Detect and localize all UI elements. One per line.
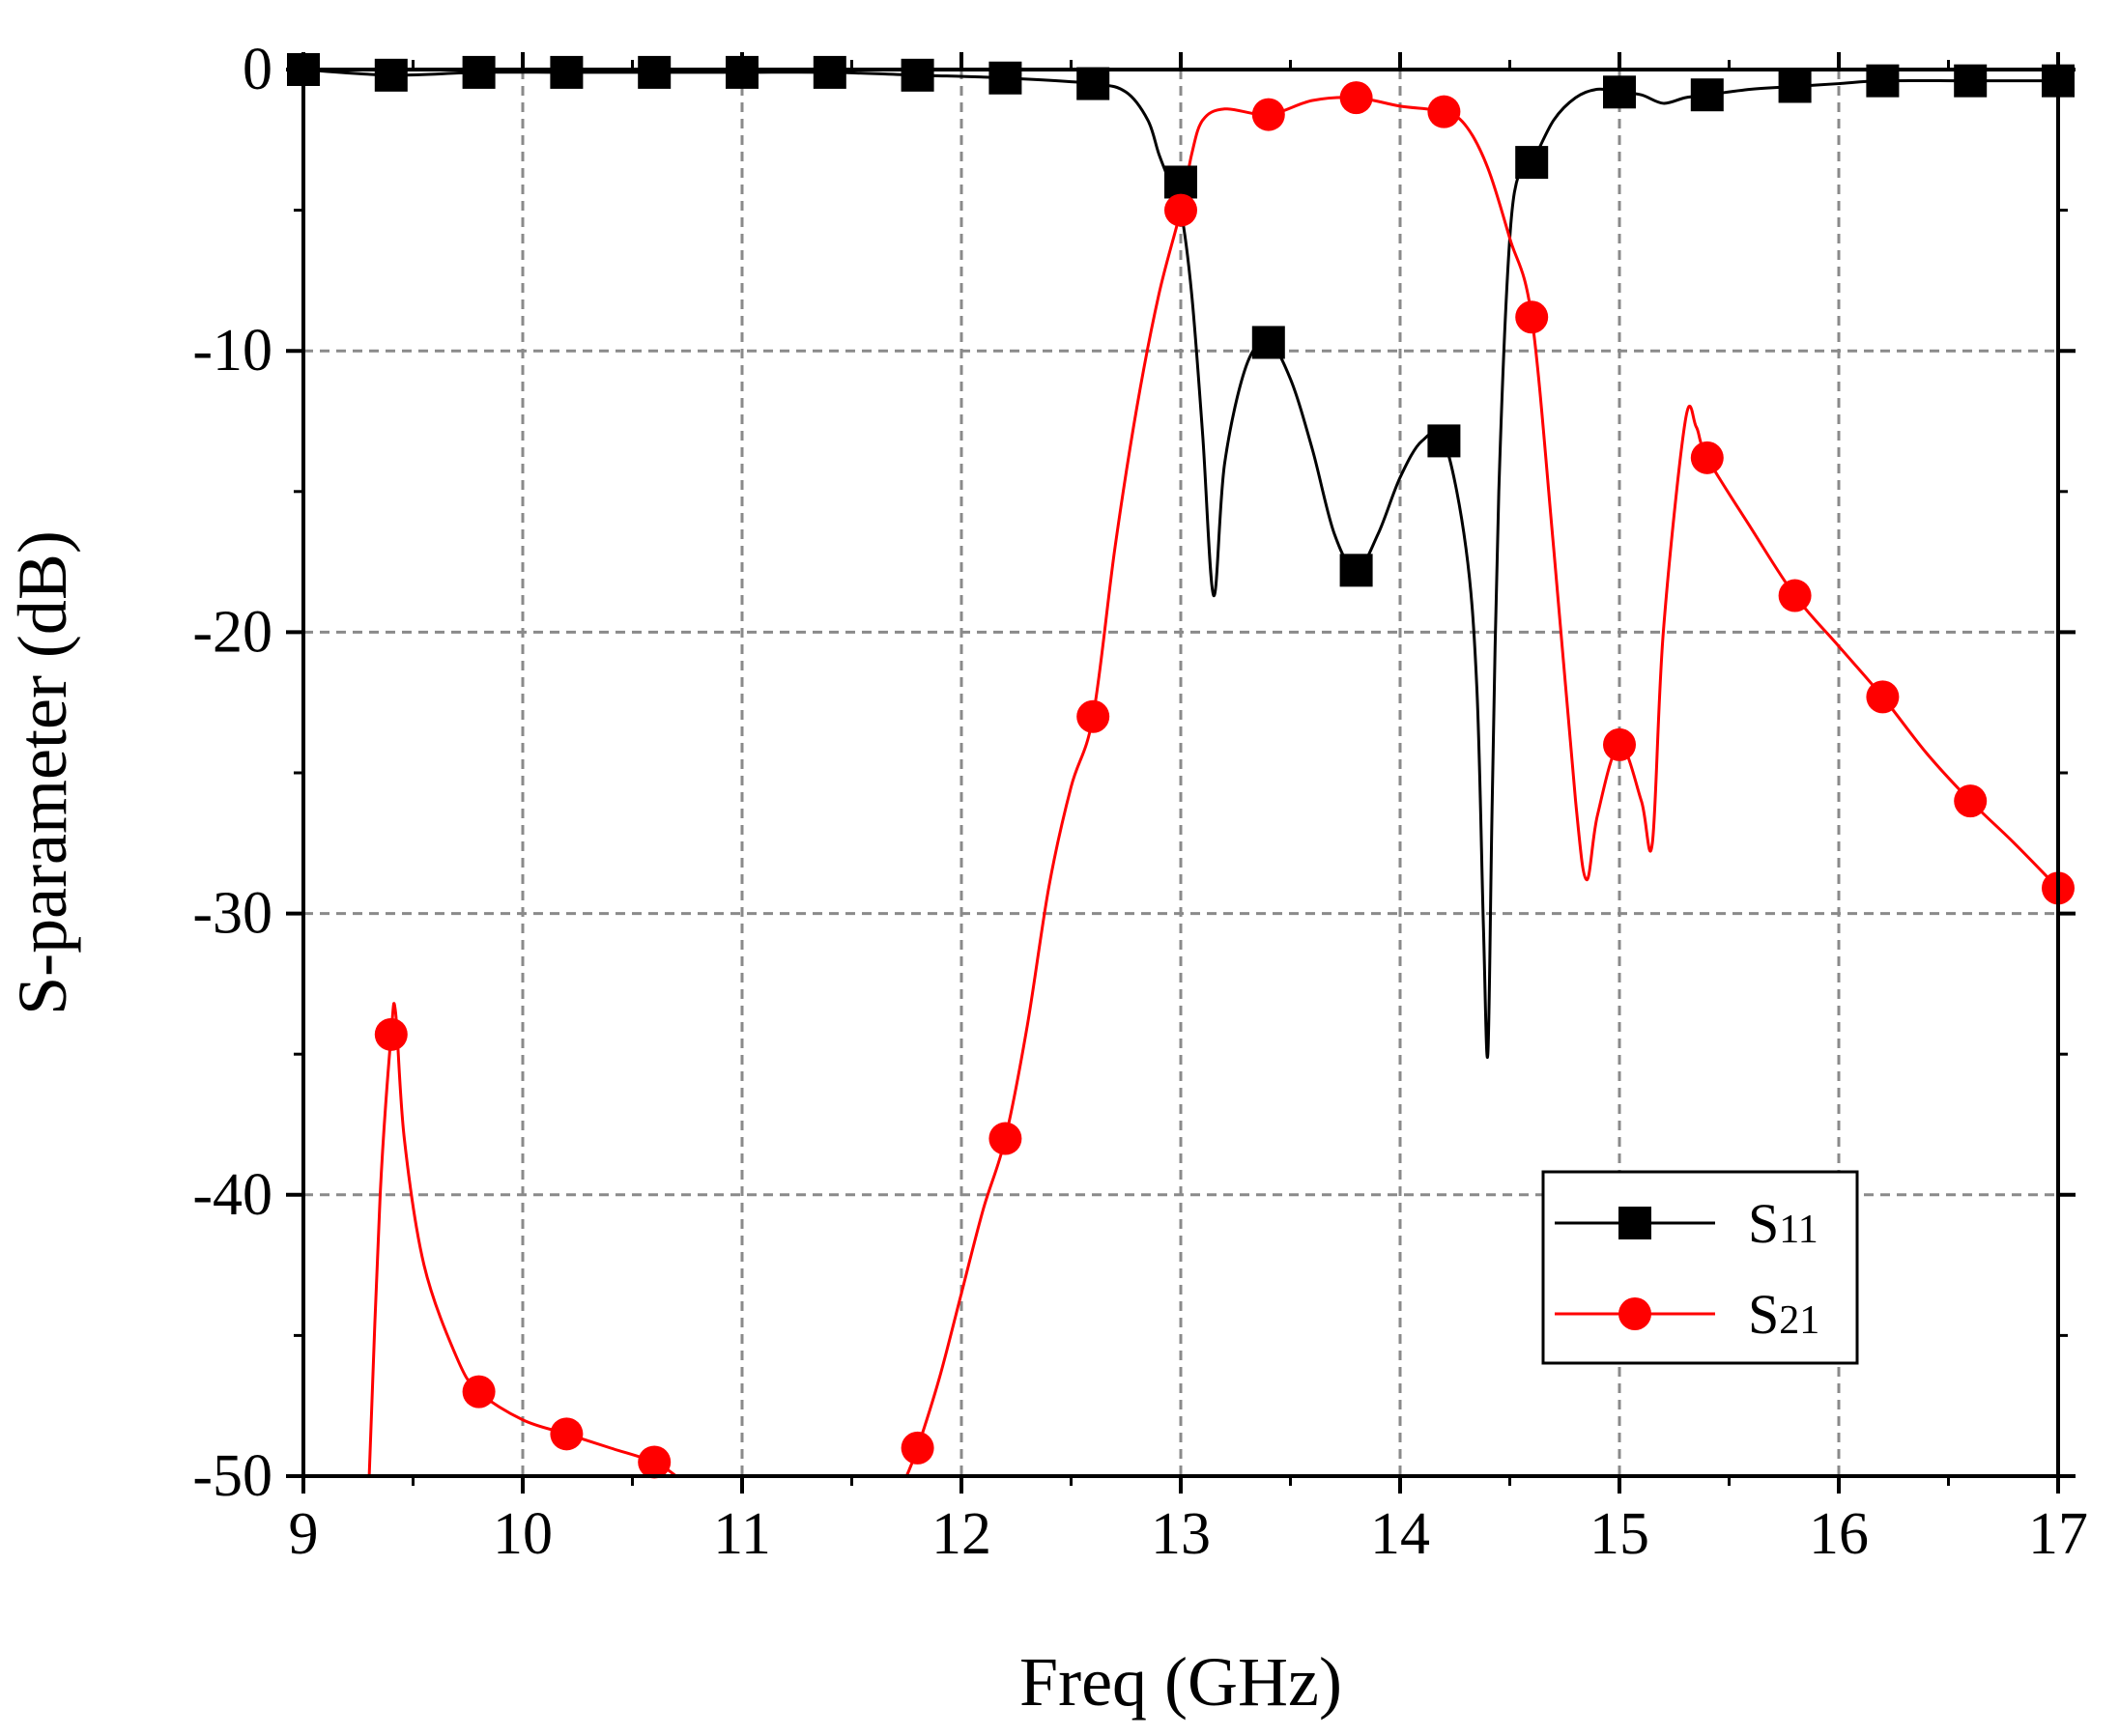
s11-marker bbox=[813, 55, 846, 89]
x-tick-label: 9 bbox=[289, 1501, 319, 1567]
s11-marker bbox=[550, 55, 584, 89]
s11-marker bbox=[1339, 554, 1373, 587]
s21-marker bbox=[988, 1122, 1022, 1155]
x-tick-label: 13 bbox=[1151, 1501, 1211, 1567]
s11-marker bbox=[638, 55, 672, 89]
y-tick-label: -40 bbox=[192, 1162, 272, 1228]
s11-marker bbox=[1515, 146, 1549, 180]
s11-legend-label-base: S bbox=[1748, 1192, 1779, 1255]
s21-legend-label: S21 bbox=[1748, 1283, 1819, 1346]
y-axis-title: S-parameter (dB) bbox=[4, 530, 81, 1015]
s21-line bbox=[367, 1002, 677, 1476]
s11-marker bbox=[1427, 424, 1461, 458]
s21-marker bbox=[1251, 98, 1285, 131]
y-tick-label: 0 bbox=[243, 37, 272, 102]
s21-marker bbox=[1603, 727, 1636, 761]
y-tick-label: -20 bbox=[192, 599, 272, 665]
s11-marker bbox=[1076, 67, 1110, 100]
s21-marker bbox=[550, 1417, 584, 1451]
s11-marker bbox=[374, 58, 408, 92]
s21-marker bbox=[1164, 193, 1197, 227]
s21-marker bbox=[638, 1445, 672, 1479]
x-tick-label: 11 bbox=[713, 1501, 771, 1567]
s11-legend-label-subscript: 11 bbox=[1779, 1208, 1818, 1252]
s21-marker bbox=[1778, 579, 1812, 612]
s11-legend-marker bbox=[1618, 1207, 1651, 1239]
x-tick-label: 16 bbox=[1809, 1501, 1869, 1567]
x-tick-label: 15 bbox=[1589, 1501, 1649, 1567]
s21-marker bbox=[1515, 300, 1549, 334]
s11-marker bbox=[988, 61, 1022, 95]
s21-legend-label-subscript: 21 bbox=[1779, 1298, 1819, 1343]
s21-marker bbox=[1954, 784, 1988, 818]
y-tick-label: -50 bbox=[192, 1443, 272, 1509]
x-tick-label: 12 bbox=[931, 1501, 991, 1567]
s11-marker bbox=[1251, 326, 1285, 359]
axes bbox=[286, 52, 2076, 1494]
y-tick-label: -30 bbox=[192, 881, 272, 947]
s21-marker bbox=[1690, 441, 1724, 474]
s11-marker bbox=[1603, 75, 1636, 109]
s11-marker bbox=[462, 55, 496, 89]
s11-marker bbox=[1778, 70, 1812, 103]
s21-marker bbox=[901, 1431, 934, 1465]
s21-legend-marker bbox=[1618, 1297, 1651, 1330]
s21-marker bbox=[374, 1017, 408, 1051]
legend-box bbox=[1541, 1170, 1859, 1365]
y-tick-label: -10 bbox=[192, 318, 272, 384]
tick-labels: 9 10 11 12 13 14 15 16 17 -50 -40 -30 -20 -10 0 bbox=[192, 37, 2088, 1567]
x-tick-label: 17 bbox=[2028, 1501, 2088, 1567]
x-tick-label: 10 bbox=[493, 1501, 553, 1567]
s21-marker bbox=[1076, 699, 1110, 733]
x-axis-title: Freq (GHz) bbox=[1019, 1643, 1342, 1721]
s11-marker bbox=[901, 58, 934, 92]
s11-marker bbox=[1690, 78, 1724, 112]
x-tick-label: 14 bbox=[1370, 1501, 1430, 1567]
s11-marker bbox=[1164, 165, 1197, 199]
s11-legend-label: S11 bbox=[1748, 1192, 1818, 1255]
s21-marker bbox=[1866, 680, 1900, 714]
s21-legend-label-base: S bbox=[1748, 1283, 1779, 1346]
s21-marker bbox=[1339, 81, 1373, 115]
s21-marker bbox=[462, 1375, 496, 1409]
s21-marker bbox=[1427, 95, 1461, 128]
